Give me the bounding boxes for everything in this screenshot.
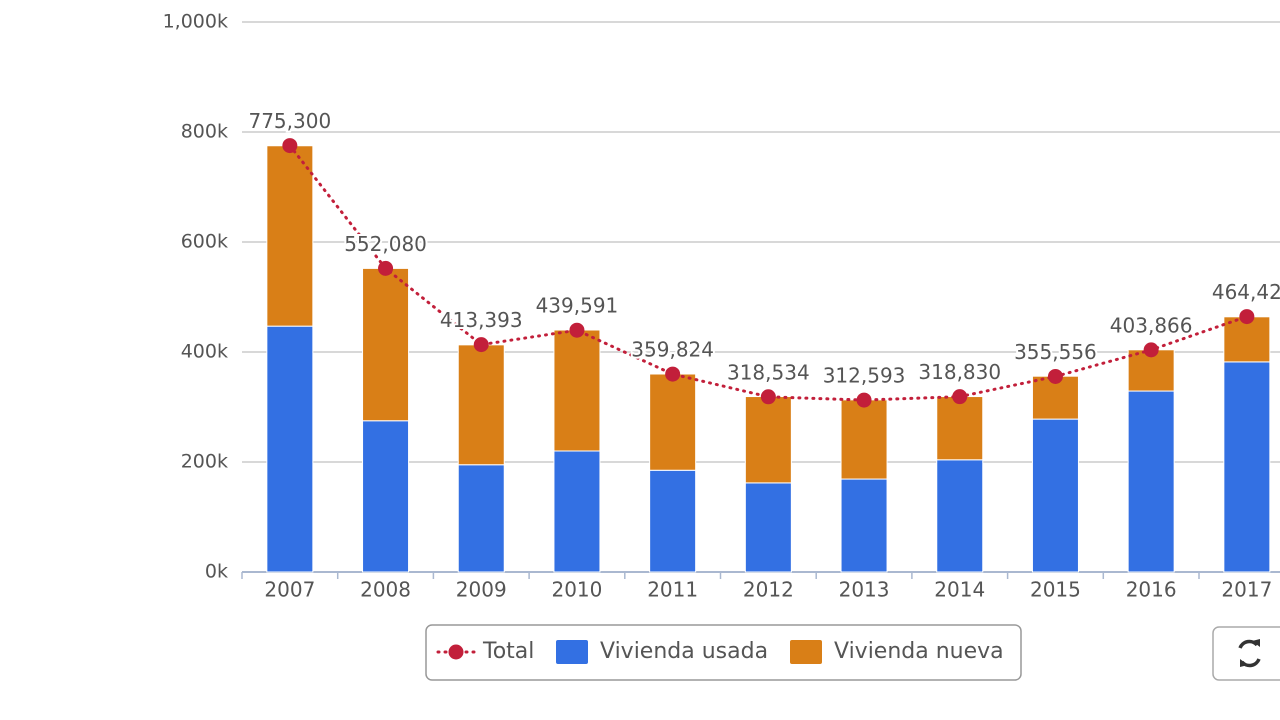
x-tick-label: 2013 <box>839 578 890 602</box>
bar-segment <box>457 464 505 573</box>
bar-segment <box>1223 361 1271 573</box>
legend-marker <box>448 644 464 660</box>
bar-segment <box>840 399 888 480</box>
refresh-arrow[interactable] <box>1240 639 1260 667</box>
y-tick-label: 800k <box>181 121 228 143</box>
y-tick-label: 400k <box>181 341 228 363</box>
button-frame[interactable] <box>1212 626 1280 681</box>
bar-segment <box>936 459 984 573</box>
bar-segment <box>553 329 601 452</box>
data-label: 552,080 <box>344 232 427 256</box>
bar-segment <box>266 145 314 327</box>
x-tick-label: 2010 <box>551 578 602 602</box>
x-tick-label: 2012 <box>743 578 794 602</box>
x-tick-label: 2017 <box>1221 578 1272 602</box>
y-tick-label: 0k <box>205 561 228 583</box>
bar-segment <box>362 267 410 422</box>
data-label: 312,593 <box>823 364 906 388</box>
x-tick-label: 2016 <box>1126 578 1177 602</box>
bar-segment <box>362 420 410 573</box>
bar-segment <box>840 478 888 573</box>
legend-label: Vivienda usada <box>600 639 768 664</box>
data-label: 464,42 <box>1212 280 1280 304</box>
bar-segment <box>649 469 697 573</box>
y-tick-label: 200k <box>181 451 228 473</box>
total-point <box>282 138 298 154</box>
bar-segment <box>744 482 792 573</box>
bar-segment <box>744 396 792 484</box>
refresh-button[interactable] <box>1212 626 1280 681</box>
bar-segment <box>936 396 984 461</box>
x-tick-label: 2014 <box>934 578 985 602</box>
bar-segment <box>1223 316 1271 363</box>
total-point <box>473 337 489 353</box>
bar-segment <box>649 373 697 471</box>
x-tick-label: 2015 <box>1030 578 1081 602</box>
total-point <box>378 260 394 276</box>
legend-swatch <box>790 640 822 664</box>
x-tick-label: 2008 <box>360 578 411 602</box>
x-tick-label: 2009 <box>456 578 507 602</box>
legend-label: Total <box>482 639 534 664</box>
total-point <box>1143 342 1159 358</box>
bar-segment <box>1031 418 1079 573</box>
x-tick-label: 2007 <box>264 578 315 602</box>
data-label: 413,393 <box>440 308 523 332</box>
legend-label: Vivienda nueva <box>834 639 1004 664</box>
x-tick-label: 2011 <box>647 578 698 602</box>
total-point <box>952 389 968 405</box>
bar-segment <box>266 325 314 573</box>
data-label: 355,556 <box>1014 340 1097 364</box>
total-line <box>288 144 1249 402</box>
bar-segment <box>457 344 505 466</box>
legend-swatch <box>556 640 588 664</box>
total-point <box>760 389 776 405</box>
bar-segment <box>1127 390 1175 573</box>
data-label: 318,534 <box>727 360 810 384</box>
y-tick-label: 600k <box>181 231 228 253</box>
total-point <box>569 322 585 338</box>
total-point <box>665 366 681 382</box>
data-label: 439,591 <box>536 294 619 318</box>
data-label: 775,300 <box>248 109 331 133</box>
total-point <box>1047 368 1063 384</box>
data-label: 359,824 <box>631 338 714 362</box>
data-label: 318,830 <box>918 360 1001 384</box>
data-label: 403,866 <box>1110 313 1193 337</box>
total-point <box>856 392 872 408</box>
bar-segment <box>553 450 601 573</box>
y-tick-label: 1,000k <box>163 11 228 33</box>
legend-box <box>425 624 1022 681</box>
total-point <box>1239 309 1255 325</box>
